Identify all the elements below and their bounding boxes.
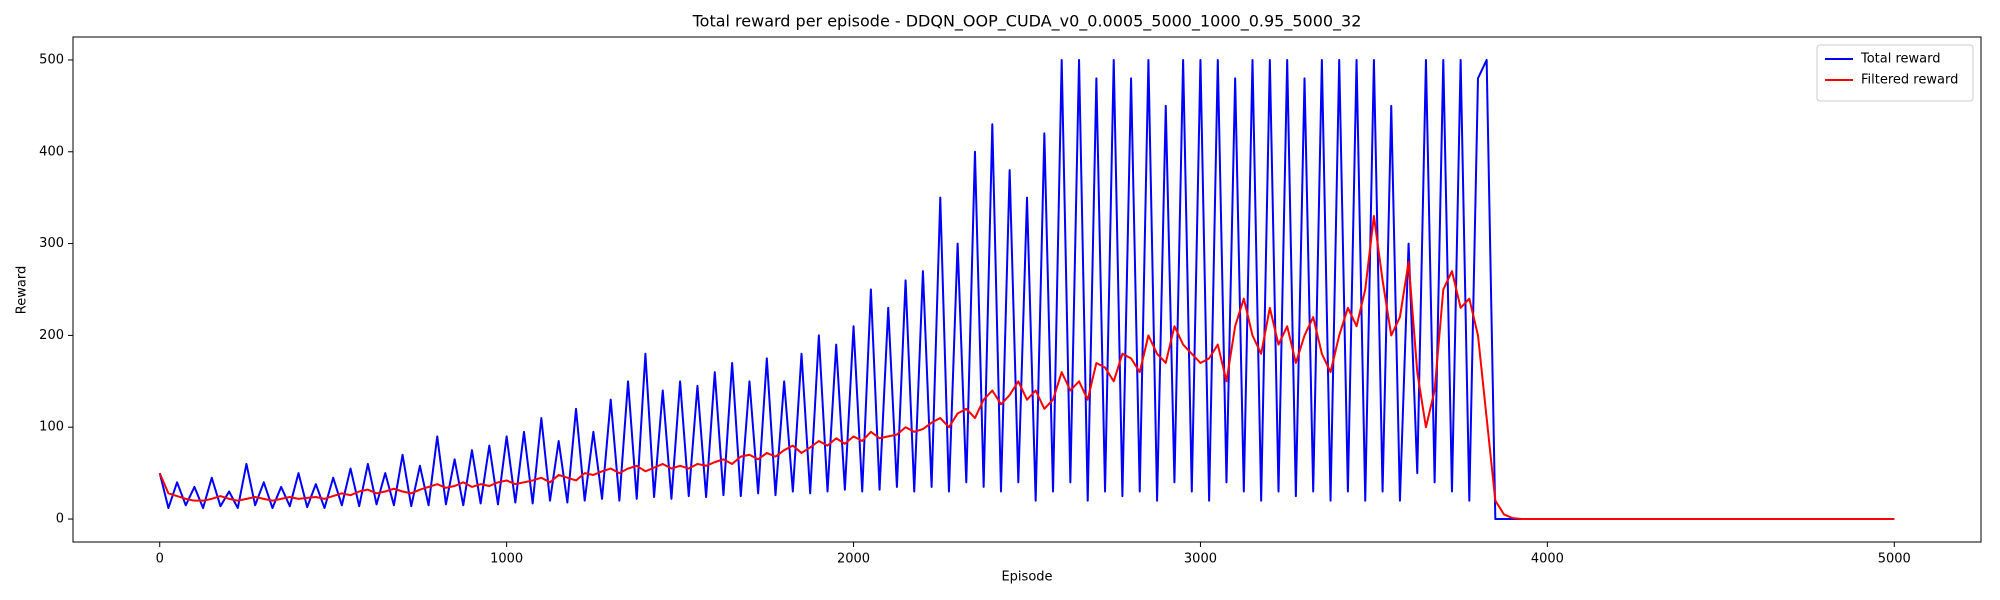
x-tick-label: 0: [156, 552, 164, 567]
y-tick-label: 0: [56, 512, 64, 527]
y-tick-label: 400: [39, 144, 64, 159]
y-tick-label: 100: [39, 420, 64, 435]
series-line: [158, 215, 1895, 521]
legend-label: Total reward: [1860, 52, 1941, 67]
y-tick-label: 300: [39, 236, 64, 251]
chart-title: Total reward per episode - DDQN_OOP_CUDA…: [692, 12, 1362, 32]
series-line: [158, 58, 1895, 521]
legend-box: [1816, 44, 1974, 102]
y-axis-label: Reward: [15, 266, 30, 314]
y-tick-label: 500: [39, 52, 64, 67]
x-axis-label: Episode: [1001, 570, 1052, 585]
x-tick-label: 2000: [837, 552, 870, 567]
axes-frame: [72, 36, 1982, 543]
x-tick-label: 1000: [490, 552, 523, 567]
x-tick-label: 5000: [1878, 552, 1911, 567]
legend-label: Filtered reward: [1861, 73, 1958, 88]
x-tick-label: 3000: [1184, 552, 1217, 567]
y-tick-label: 200: [39, 328, 64, 343]
x-tick-label: 4000: [1531, 552, 1564, 567]
